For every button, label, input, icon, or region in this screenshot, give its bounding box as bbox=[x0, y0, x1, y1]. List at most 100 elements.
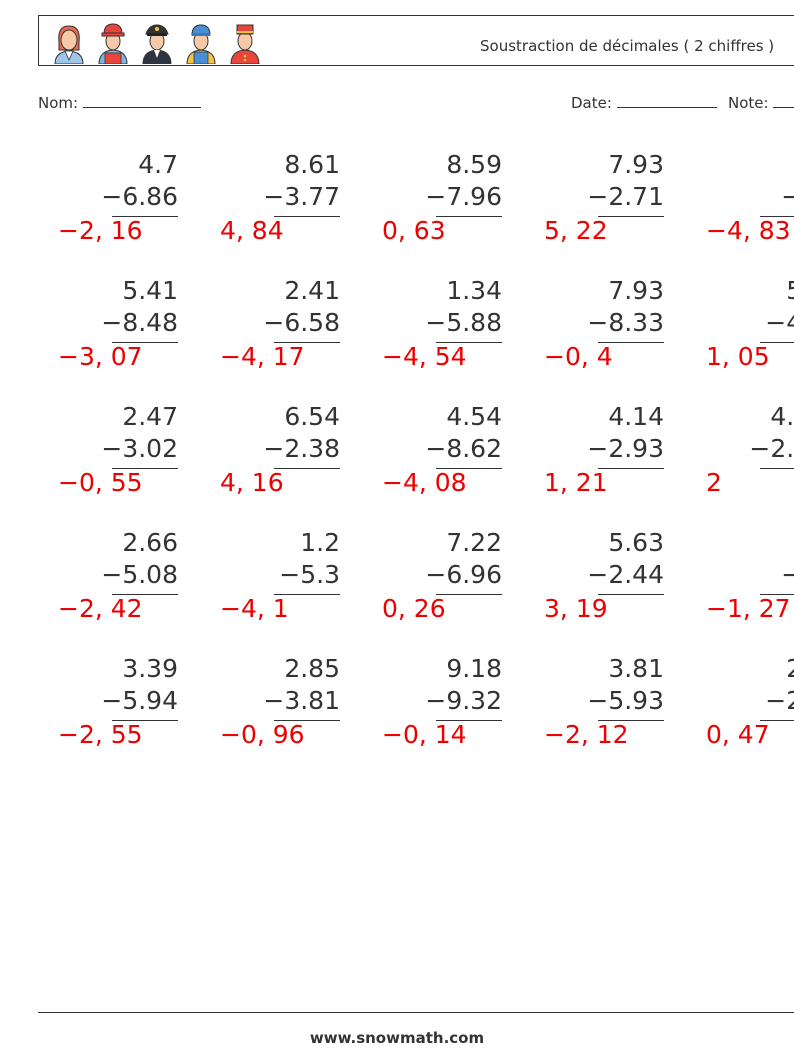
subtrahend: −2.38 bbox=[263, 434, 340, 463]
answer-rule bbox=[760, 342, 794, 343]
name-blank-line[interactable] bbox=[82, 93, 201, 108]
note-label: Note: bbox=[728, 94, 769, 112]
answer: −0, 55 bbox=[58, 468, 143, 497]
answer-rule bbox=[274, 720, 340, 721]
subtraction-problem: 9.18 −9.32 −0, 14 bbox=[382, 654, 542, 778]
minuend: 7.93 bbox=[608, 276, 664, 305]
minuend: 5.41 bbox=[122, 276, 178, 305]
answer: −0, 96 bbox=[220, 720, 305, 749]
subtrahend: −3.81 bbox=[263, 686, 340, 715]
subtrahend: −6.58 bbox=[263, 308, 340, 337]
footer-url: www.snowmath.com bbox=[309, 1029, 485, 1047]
answer: −4, 08 bbox=[382, 468, 467, 497]
subtrahend: −3. bbox=[781, 560, 794, 589]
subtraction-problem: 7.93 −8.33 −0, 4 bbox=[544, 276, 704, 400]
note-blank-line[interactable] bbox=[773, 93, 794, 108]
answer-rule bbox=[598, 468, 664, 469]
subtrahend: −5.08 bbox=[101, 560, 178, 589]
answer: −4, 83 bbox=[706, 216, 791, 245]
answer-rule bbox=[436, 594, 502, 595]
date-blank-line[interactable] bbox=[616, 93, 717, 108]
answer-rule bbox=[760, 594, 794, 595]
minuend: 5.63 bbox=[608, 528, 664, 557]
subtraction-problem: 1.2 −5.3 −4, 1 bbox=[220, 528, 380, 652]
answer-rule bbox=[598, 342, 664, 343]
answer-rule bbox=[760, 468, 794, 469]
date-label: Date: bbox=[571, 94, 612, 112]
answer-rule bbox=[274, 468, 340, 469]
footer-divider bbox=[38, 1012, 794, 1013]
subtrahend: −3.02 bbox=[101, 434, 178, 463]
answer-rule bbox=[598, 216, 664, 217]
subtrahend: −5.88 bbox=[425, 308, 502, 337]
minuend: 8.59 bbox=[446, 150, 502, 179]
subtraction-problem: 6.54 −2.38 4, 16 bbox=[220, 402, 380, 526]
subtrahend: −6.96 bbox=[425, 560, 502, 589]
answer: −2, 16 bbox=[58, 216, 143, 245]
subtrahend: −2.03 bbox=[749, 434, 794, 463]
note-field[interactable]: Note: bbox=[728, 93, 794, 112]
answer: −4, 17 bbox=[220, 342, 305, 371]
answer: 5, 22 bbox=[544, 216, 608, 245]
answer: 1, 21 bbox=[544, 468, 608, 497]
answer-rule bbox=[760, 216, 794, 217]
answer: −2, 12 bbox=[544, 720, 629, 749]
answer-rule bbox=[112, 216, 178, 217]
subtrahend: −5.94 bbox=[101, 686, 178, 715]
answer-rule bbox=[112, 342, 178, 343]
date-field[interactable]: Date: bbox=[571, 93, 717, 112]
answer: −3, 07 bbox=[58, 342, 143, 371]
answer: 1, 05 bbox=[706, 342, 770, 371]
minuend: 2.47 bbox=[122, 402, 178, 431]
subtraction-problem: 5.41 −8.48 −3, 07 bbox=[58, 276, 218, 400]
answer: −1, 27 bbox=[706, 594, 791, 623]
answer: −4, 1 bbox=[220, 594, 289, 623]
subtrahend: −2.93 bbox=[587, 434, 664, 463]
answer: 0, 26 bbox=[382, 594, 446, 623]
subtraction-problem: 4.14 −2.93 1, 21 bbox=[544, 402, 704, 526]
bellhop-avatar-icon bbox=[230, 24, 260, 64]
subtrahend: −2.4 bbox=[765, 686, 794, 715]
minuend: 5.4 bbox=[786, 276, 794, 306]
minuend: 3.81 bbox=[608, 654, 664, 683]
minuend: 7.22 bbox=[446, 528, 502, 557]
subtrahend: −6.86 bbox=[101, 182, 178, 211]
minuend: 4.03 bbox=[770, 402, 794, 431]
answer-rule bbox=[436, 216, 502, 217]
subtrahend: −8.33 bbox=[587, 308, 664, 337]
answer-rule bbox=[436, 720, 502, 721]
answer-rule bbox=[112, 720, 178, 721]
answer-rule bbox=[760, 720, 794, 721]
minuend: 2.66 bbox=[122, 528, 178, 557]
subtraction-problem: 8.59 −7.96 0, 63 bbox=[382, 150, 542, 274]
subtrahend: −4.3 bbox=[765, 308, 794, 337]
subtraction-problem: 8.61 −3.77 4, 84 bbox=[220, 150, 380, 274]
minuend: 4.54 bbox=[446, 402, 502, 431]
name-field[interactable]: Nom: bbox=[38, 93, 201, 112]
answer-rule bbox=[598, 720, 664, 721]
name-label: Nom: bbox=[38, 94, 79, 112]
minuend: 2.41 bbox=[284, 276, 340, 305]
subtraction-problem: 3.81 −5.93 −2, 12 bbox=[544, 654, 704, 778]
subtraction-problem: 2.9 −2.4 0, 47 bbox=[706, 654, 794, 778]
subtrahend: −5.93 bbox=[587, 686, 664, 715]
subtrahend: −8.62 bbox=[425, 434, 502, 463]
answer: 2 bbox=[706, 468, 722, 497]
minuend: 8.61 bbox=[284, 150, 340, 179]
subtraction-problem: 2.85 −3.81 −0, 96 bbox=[220, 654, 380, 778]
subtrahend: −2.71 bbox=[587, 182, 664, 211]
answer-rule bbox=[274, 216, 340, 217]
minuend: 2.85 bbox=[284, 654, 340, 683]
minuend: 4.7 bbox=[138, 150, 178, 179]
subtraction-problem: 3.39 −5.94 −2, 55 bbox=[58, 654, 218, 778]
subtraction-problem: 7.93 −2.71 5, 22 bbox=[544, 150, 704, 274]
minuend: 1.2 bbox=[300, 528, 340, 557]
subtraction-problem: 4.54 −8.62 −4, 08 bbox=[382, 402, 542, 526]
answer: −2, 55 bbox=[58, 720, 143, 749]
answer-rule bbox=[436, 342, 502, 343]
answer-rule bbox=[112, 468, 178, 469]
pilot-avatar-icon bbox=[142, 24, 172, 64]
minuend: 9.18 bbox=[446, 654, 502, 683]
woman-avatar-icon bbox=[54, 25, 84, 64]
answer: 0, 47 bbox=[706, 720, 770, 749]
